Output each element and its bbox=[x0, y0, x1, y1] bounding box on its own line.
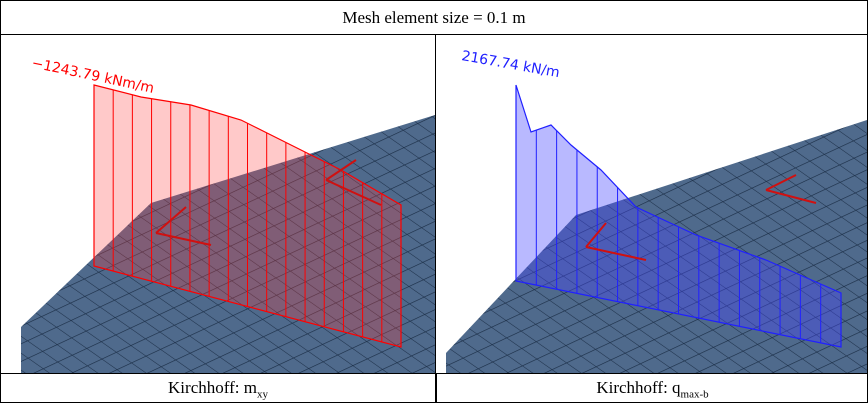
local-axis bbox=[325, 159, 357, 181]
caption-subscript: xy bbox=[256, 388, 268, 401]
local-axis bbox=[325, 179, 382, 206]
header-title: Mesh element size = 0.1 m bbox=[1, 1, 867, 35]
caption-text: Kirchhoff: m bbox=[168, 378, 257, 397]
value-annotation: −1243.79 kNm/m bbox=[30, 55, 155, 97]
local-axis bbox=[155, 232, 212, 246]
local-axis bbox=[765, 174, 797, 191]
panel-left: −1243.79 kNm/m bbox=[21, 55, 435, 373]
mesh-plane bbox=[446, 120, 867, 373]
local-axis bbox=[585, 222, 607, 248]
caption-subscript: max-b bbox=[680, 388, 709, 401]
local-axis bbox=[585, 246, 647, 261]
caption-text: Kirchhoff: q bbox=[596, 378, 681, 397]
local-axis bbox=[765, 189, 817, 204]
value-annotation: 2167.74 kN/m bbox=[460, 48, 561, 81]
caption-left: Kirchhoff: mxy bbox=[1, 373, 435, 403]
local-axis bbox=[155, 206, 187, 234]
panel-right: 2167.74 kN/m bbox=[446, 48, 867, 373]
column-divider bbox=[435, 35, 436, 402]
caption-right: Kirchhoff: qmax-b bbox=[436, 373, 868, 403]
